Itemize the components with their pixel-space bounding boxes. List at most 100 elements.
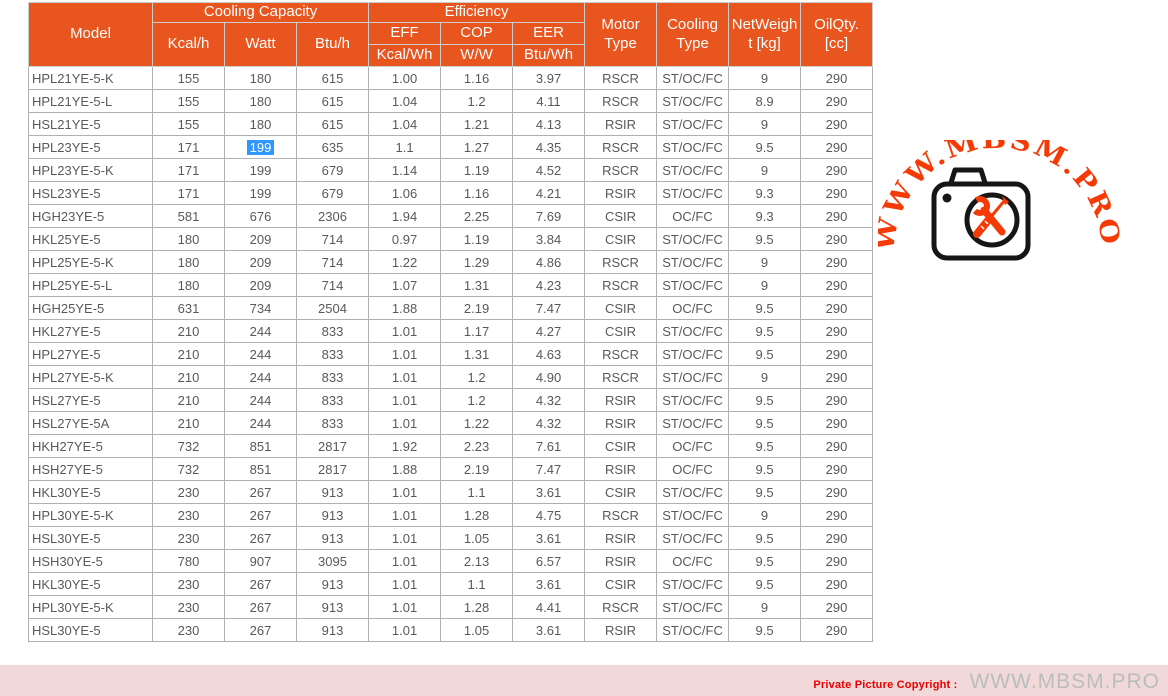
value-cell: 9.5: [728, 342, 802, 366]
value-cell: 155: [152, 66, 225, 90]
value-cell: 230: [152, 618, 225, 642]
value-cell: 1.88: [368, 296, 442, 320]
value-cell: OC/FC: [656, 434, 730, 458]
value-cell: 4.13: [512, 112, 586, 136]
value-cell: 4.75: [512, 503, 586, 527]
value-cell: 1.07: [368, 273, 442, 297]
value-cell: 1.01: [368, 411, 442, 435]
value-cell: ST/OC/FC: [656, 319, 730, 343]
value-cell: 1.1: [440, 572, 514, 596]
value-cell: 907: [224, 549, 297, 573]
value-cell: 1.01: [368, 365, 442, 389]
value-cell: 1.94: [368, 204, 442, 228]
value-cell: 1.27: [440, 135, 514, 159]
value-cell: 9.5: [728, 526, 802, 550]
value-cell: 1.00: [368, 66, 442, 90]
value-cell: 714: [295, 273, 370, 297]
value-cell: 290: [800, 480, 874, 504]
value-cell: 290: [800, 112, 874, 136]
table-row: HPL21YE-5-K 155 180 615 1.00 1.16 3.97 RSCR ST/O…: [28, 66, 874, 90]
header-oil-qty: OilQty. [cc]: [800, 2, 874, 67]
value-cell: 615: [295, 89, 370, 113]
header-cop: COP: [440, 22, 514, 45]
value-cell: 1.05: [440, 618, 514, 642]
value-cell: 290: [800, 503, 874, 527]
value-cell: 7.47: [512, 457, 586, 481]
value-cell: 4.21: [512, 181, 586, 205]
table-row: HPL27YE-5 210 244 833 1.01 1.31 4.63 RSCR ST/OC/…: [28, 342, 874, 366]
value-cell: ST/OC/FC: [656, 158, 730, 182]
value-cell: 9.5: [728, 572, 802, 596]
value-cell: 230: [152, 526, 225, 550]
value-cell: 913: [295, 572, 370, 596]
value-cell: CSIR: [584, 434, 658, 458]
value-cell: 290: [800, 434, 874, 458]
value-cell: 9.5: [728, 480, 802, 504]
value-cell: 290: [800, 549, 874, 573]
value-cell: 1.1: [440, 480, 514, 504]
model-cell: HSL21YE-5: [28, 112, 153, 136]
value-cell: 230: [152, 595, 225, 619]
value-cell: 1.01: [368, 503, 442, 527]
value-cell: 851: [224, 434, 297, 458]
value-cell: 1.19: [440, 158, 514, 182]
value-cell: 3095: [295, 549, 370, 573]
value-cell: 290: [800, 526, 874, 550]
model-cell: HKL30YE-5: [28, 572, 153, 596]
value-cell: 210: [152, 365, 225, 389]
value-cell: 210: [152, 319, 225, 343]
model-cell: HPL30YE-5-K: [28, 503, 153, 527]
value-cell: 9.5: [728, 135, 802, 159]
value-cell: RSIR: [584, 112, 658, 136]
value-cell: 209: [224, 250, 297, 274]
table-row: HKL30YE-5 230 267 913 1.01 1.1 3.61 CSIR ST/OC/F…: [28, 480, 874, 504]
value-cell: 2504: [295, 296, 370, 320]
value-cell: RSIR: [584, 526, 658, 550]
header-w-w: W/W: [440, 44, 514, 67]
value-cell: 913: [295, 526, 370, 550]
value-cell: RSIR: [584, 618, 658, 642]
value-cell: 9: [728, 365, 802, 389]
selected-text[interactable]: 199: [246, 139, 275, 155]
value-cell: 1.2: [440, 365, 514, 389]
header-eer: EER: [512, 22, 586, 45]
value-cell: 4.23: [512, 273, 586, 297]
value-cell: 833: [295, 411, 370, 435]
value-cell: 290: [800, 342, 874, 366]
value-cell: 210: [152, 411, 225, 435]
value-cell: RSCR: [584, 66, 658, 90]
value-cell: 1.16: [440, 66, 514, 90]
value-cell: 1.19: [440, 227, 514, 251]
value-cell: 199: [224, 158, 297, 182]
value-cell: ST/OC/FC: [656, 112, 730, 136]
value-cell: 1.01: [368, 342, 442, 366]
model-cell: HSL23YE-5: [28, 181, 153, 205]
value-cell: 210: [152, 388, 225, 412]
model-cell: HSH27YE-5: [28, 457, 153, 481]
table-row: HKL30YE-5 230 267 913 1.01 1.1 3.61 CSIR ST/OC/F…: [28, 572, 874, 596]
value-cell: 8.9: [728, 89, 802, 113]
value-cell: ST/OC/FC: [656, 273, 730, 297]
value-cell: 1.06: [368, 181, 442, 205]
value-cell: RSCR: [584, 503, 658, 527]
value-cell: 290: [800, 411, 874, 435]
value-cell: ST/OC/FC: [656, 342, 730, 366]
value-cell: 199: [224, 181, 297, 205]
value-cell: 9.5: [728, 319, 802, 343]
copyright-label: Private Picture Copyright :: [813, 679, 958, 691]
value-cell: RSCR: [584, 595, 658, 619]
value-cell: 209: [224, 227, 297, 251]
model-cell: HSL27YE-5A: [28, 411, 153, 435]
value-cell: 1.22: [368, 250, 442, 274]
value-cell: 2817: [295, 457, 370, 481]
mbsm-watermark-logo: WWW.MBSM.PRO: [878, 140, 1122, 261]
value-cell: CSIR: [584, 204, 658, 228]
value-cell: 9.5: [728, 457, 802, 481]
value-cell: OC/FC: [656, 549, 730, 573]
value-cell: 1.14: [368, 158, 442, 182]
model-cell: HPL23YE-5: [28, 135, 153, 159]
value-cell: RSCR: [584, 250, 658, 274]
value-cell: 1.01: [368, 595, 442, 619]
value-cell: 290: [800, 296, 874, 320]
value-cell: 851: [224, 457, 297, 481]
